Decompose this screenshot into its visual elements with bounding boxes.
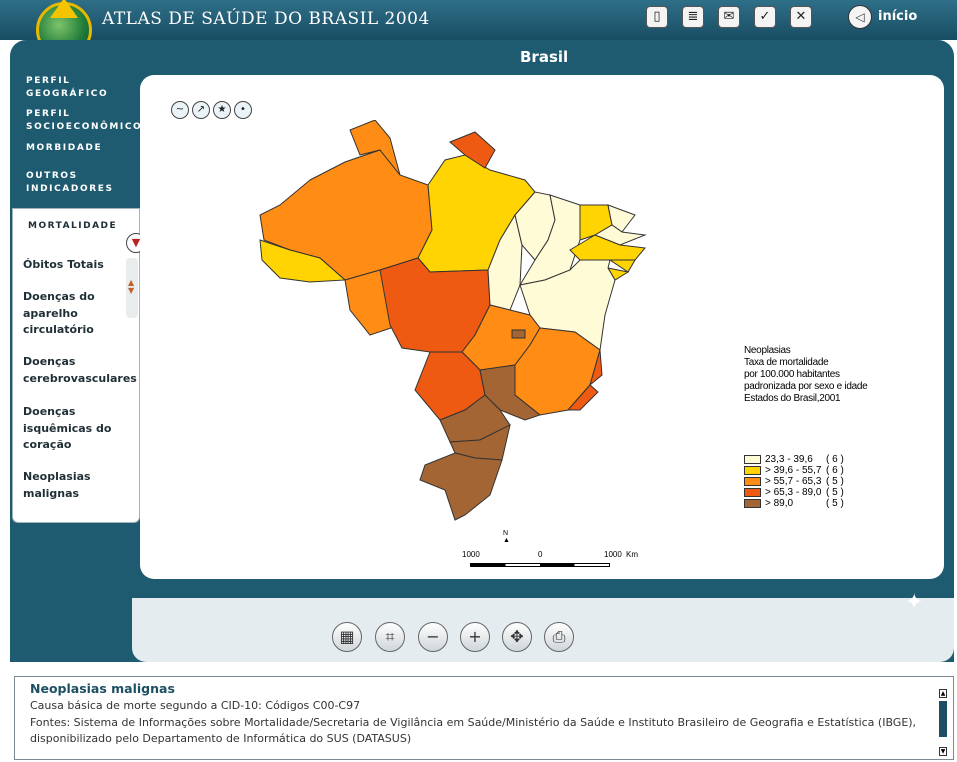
north-label: N: [503, 530, 509, 537]
scroll-up-icon[interactable]: ▲: [939, 689, 947, 698]
state-distrito-federal: [511, 329, 526, 339]
menu-outros-indicadores[interactable]: OUTROS INDICADORES: [26, 171, 114, 194]
back-arrow-icon: ◁: [848, 5, 872, 29]
legend-label: 23,3 - 39,6: [765, 454, 813, 465]
state-rio-grande-do-sul: [419, 452, 503, 521]
info-line: Fontes: Sistema de Informações sobre Mor…: [30, 716, 917, 729]
print-icon[interactable]: ⎙: [544, 622, 574, 652]
legend-title-line: padronizada por sexo e idade: [744, 381, 868, 392]
state-alagoas: [608, 259, 636, 273]
menu-perfil-geografico[interactable]: PERFIL GEOGRÁFICO: [26, 76, 109, 99]
legend-label: > 65,3 - 89,0: [765, 487, 822, 498]
state-acre: [259, 239, 347, 283]
close-icon[interactable]: ✕: [790, 6, 812, 28]
scale-label: 1000: [604, 550, 622, 559]
legend-swatch: [744, 455, 761, 464]
controls-strip: [132, 598, 954, 662]
submenu-neoplasias[interactable]: Neoplasias malignas: [23, 470, 91, 500]
page-title: Brasil: [520, 48, 569, 66]
legend-count: ( 5 ): [826, 487, 844, 498]
scale-labels: 1000 0 1000 Km: [462, 550, 642, 560]
scroll-thumb[interactable]: [939, 701, 947, 737]
star-tool-icon[interactable]: ★: [213, 101, 231, 119]
legend-swatch: [744, 477, 761, 486]
legend-label: > 55,7 - 65,3: [765, 476, 822, 487]
pointer-tool-icon[interactable]: ↗: [192, 101, 210, 119]
legend-title-line: por 100.000 habitantes: [744, 369, 840, 380]
wave-tool-icon[interactable]: ~: [171, 101, 189, 119]
submenu-panel: [12, 208, 140, 523]
legend-swatch: [744, 466, 761, 475]
app-title: ATLAS DE SAÚDE DO BRASIL 2004: [102, 9, 430, 29]
legend-title: Neoplasias Taxa de mortalidade por 100.0…: [744, 345, 868, 405]
home-label: início: [878, 9, 918, 24]
state-rio-de-janeiro: [566, 384, 599, 411]
legend-title-line: Taxa de mortalidade: [744, 357, 829, 368]
info-scrollbar[interactable]: ▲ ▼: [939, 689, 947, 759]
scale-bar: [470, 563, 610, 567]
scale-label: Km: [626, 550, 638, 559]
state-roraima: [349, 120, 401, 176]
menu-perfil-socioeconomico[interactable]: PERFIL SOCIOECONÔMICO: [26, 109, 143, 132]
legend-count: ( 5 ): [826, 498, 844, 509]
mail-icon[interactable]: ✉: [718, 6, 740, 28]
pan-icon[interactable]: ✥: [502, 622, 532, 652]
legend-label: > 89,0: [765, 498, 794, 509]
chart-icon[interactable]: ⌗: [375, 622, 405, 652]
book-icon[interactable]: ▯: [646, 6, 668, 28]
submenu-isquemicas[interactable]: Doenças isquêmicas do coração: [23, 405, 112, 451]
legend-swatch: [744, 499, 761, 508]
info-line: Causa básica de morte segundo a CID-10: …: [30, 699, 361, 712]
legend-count: ( 5 ): [826, 476, 844, 487]
scale-label: 0: [538, 550, 543, 559]
menu-morbidade[interactable]: MORBIDADE: [26, 143, 103, 153]
submenu-doencas-circulatorio[interactable]: Doenças do aparelho circulatório: [23, 290, 95, 336]
brazil-map-icon[interactable]: ✦: [905, 590, 924, 615]
state-amapa: [449, 131, 496, 169]
scroll-down-icon[interactable]: ▼: [939, 747, 947, 756]
legend-swatch: [744, 488, 761, 497]
menu-mortalidade[interactable]: MORTALIDADE: [28, 221, 118, 231]
zoom-out-icon[interactable]: −: [418, 622, 448, 652]
submenu-scrollbar[interactable]: [126, 258, 138, 318]
legend-label: > 39,6 - 55,7: [765, 465, 822, 476]
notes-icon[interactable]: ≣: [682, 6, 704, 28]
brazil-choropleth-map[interactable]: [250, 120, 660, 530]
zoom-in-icon[interactable]: +: [460, 622, 490, 652]
scale-label: 1000: [462, 550, 480, 559]
north-arrow-icon: N ▲: [503, 530, 510, 544]
submenu-obitos-totais[interactable]: Óbitos Totais: [23, 258, 104, 271]
dot-tool-icon[interactable]: •: [234, 101, 252, 119]
submenu-cerebrovasculares[interactable]: Doenças cerebrovasculares: [23, 355, 137, 385]
legend-title-line: Neoplasias: [744, 345, 791, 356]
state-espirito-santo: [589, 349, 603, 387]
info-title: Neoplasias malignas: [30, 681, 175, 696]
logo-triangle-icon: [50, 0, 78, 18]
legend-count: ( 6 ): [826, 454, 844, 465]
info-box: Neoplasias malignas Causa básica de mort…: [14, 676, 954, 760]
scroll-arrows-icon[interactable]: ▲ ▼: [128, 278, 135, 295]
legend-title-line: Estados do Brasil,2001: [744, 393, 841, 404]
legend-count: ( 6 ): [826, 465, 844, 476]
checklist-icon[interactable]: ✓: [754, 6, 776, 28]
info-line: disponibilizado pelo Departamento de Inf…: [30, 732, 412, 745]
table-icon[interactable]: ▦: [332, 622, 362, 652]
